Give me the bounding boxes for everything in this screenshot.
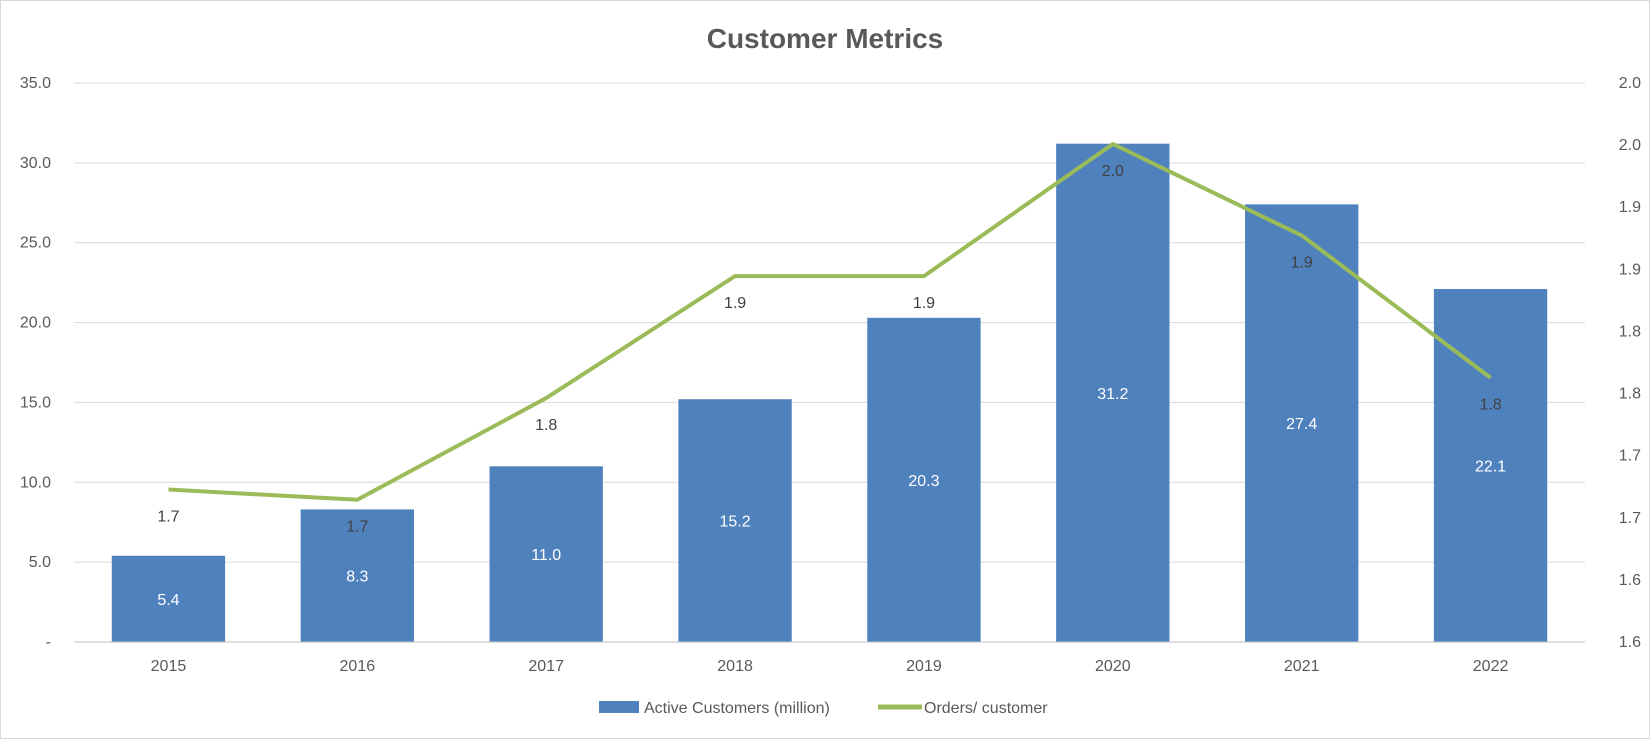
line-data-label: 1.9 bbox=[1291, 254, 1313, 271]
x-tick-label: 2017 bbox=[528, 658, 564, 675]
y-left-tick-label: 25.0 bbox=[20, 235, 51, 252]
x-tick-label: 2018 bbox=[717, 658, 753, 675]
bar-data-label: 20.3 bbox=[908, 473, 939, 490]
y-right-tick-label: 1.6 bbox=[1619, 572, 1641, 589]
y-left-tick-label: - bbox=[46, 634, 51, 651]
bar bbox=[1056, 143, 1170, 643]
bar bbox=[678, 399, 792, 642]
line-data-label: 1.7 bbox=[157, 509, 179, 526]
y-right-tick-label: 1.9 bbox=[1619, 261, 1641, 278]
legend-label-active-customers: Active Customers (million) bbox=[644, 700, 830, 717]
bar-data-label: 31.2 bbox=[1097, 386, 1128, 403]
line-data-label: 1.9 bbox=[724, 295, 746, 312]
bar bbox=[867, 317, 981, 642]
x-tick-label: 2019 bbox=[906, 658, 942, 675]
x-tick-label: 2016 bbox=[340, 658, 376, 675]
y-left-tick-label: 20.0 bbox=[20, 315, 51, 332]
y-right-tick-label: 1.9 bbox=[1619, 199, 1641, 216]
y-right-tick-label: 1.8 bbox=[1619, 323, 1641, 340]
bar-series bbox=[111, 143, 1548, 643]
bar bbox=[1245, 204, 1359, 642]
data-labels: 5.4 8.3 11.0 15.2 20.3 31.2 27.4 22.1 1.7 1.7 1.8 1… bbox=[157, 163, 1506, 609]
line-data-label: 2.0 bbox=[1102, 163, 1124, 180]
bar-data-label: 8.3 bbox=[346, 569, 368, 586]
x-tick-label: 2022 bbox=[1473, 658, 1509, 675]
y-left-tick-label: 35.0 bbox=[20, 75, 51, 92]
legend-label-orders-per-customer: Orders/ customer bbox=[924, 700, 1048, 717]
bar bbox=[300, 509, 414, 642]
bar bbox=[489, 466, 603, 642]
line-data-label: 1.8 bbox=[1479, 397, 1501, 414]
y-right-tick-label: 1.7 bbox=[1619, 510, 1641, 527]
y-left-tick-label: 15.0 bbox=[20, 394, 51, 411]
y-left-tick-label: 5.0 bbox=[29, 554, 51, 571]
bar-data-label: 22.1 bbox=[1475, 459, 1506, 476]
y-left-tick-label: 30.0 bbox=[20, 155, 51, 172]
chart-title: Customer Metrics bbox=[707, 23, 944, 54]
x-tick-label: 2020 bbox=[1095, 658, 1131, 675]
y-right-tick-label: 1.6 bbox=[1619, 634, 1641, 651]
y-right-tick-label: 1.8 bbox=[1619, 386, 1641, 403]
bar-data-label: 27.4 bbox=[1286, 416, 1317, 433]
line-data-label: 1.7 bbox=[346, 519, 368, 536]
bar bbox=[111, 555, 226, 642]
line-data-label: 1.8 bbox=[535, 417, 557, 434]
bar-data-label: 11.0 bbox=[531, 547, 561, 564]
series-line bbox=[168, 141, 1492, 502]
y-left-tick-label: 10.0 bbox=[20, 474, 51, 491]
x-tick-label: 2021 bbox=[1284, 658, 1320, 675]
y-right-tick-label: 1.7 bbox=[1619, 448, 1641, 465]
line-data-label: 1.9 bbox=[913, 295, 935, 312]
line-series bbox=[168, 141, 1492, 502]
y-right-tick-label: 2.0 bbox=[1619, 137, 1641, 154]
legend: Active Customers (million) Orders/ custom… bbox=[599, 700, 1048, 717]
bar-data-label: 5.4 bbox=[157, 592, 179, 609]
x-tick-label: 2015 bbox=[151, 658, 187, 675]
y-right-tick-label: 2.0 bbox=[1619, 75, 1641, 92]
legend-swatch-bar bbox=[599, 701, 639, 713]
bar-data-label: 15.2 bbox=[719, 514, 750, 531]
axes: - 5.0 10.0 15.0 20.0 25.0 30.0 35.0 1.6 1.6 1.7 1.7… bbox=[20, 75, 1641, 675]
